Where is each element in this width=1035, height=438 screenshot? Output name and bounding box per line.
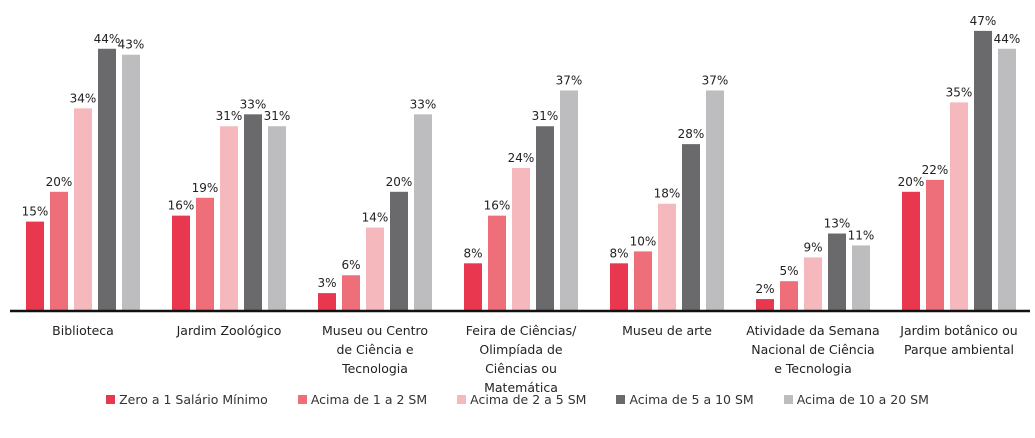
bar: [974, 30, 992, 311]
x-tick-label: Biblioteca: [52, 323, 114, 338]
data-label: 34%: [70, 91, 97, 105]
bar: [244, 114, 262, 311]
data-label: 37%: [702, 73, 729, 87]
data-label: 31%: [264, 109, 291, 123]
data-label: 16%: [168, 199, 195, 213]
data-label: 15%: [22, 205, 49, 219]
bar: [512, 167, 530, 311]
bar: [706, 90, 724, 311]
data-label: 9%: [803, 240, 822, 254]
bar: [172, 215, 190, 311]
data-label: 24%: [508, 151, 535, 165]
bar: [268, 126, 286, 312]
data-label: 20%: [898, 175, 925, 189]
legend-swatch: [616, 395, 626, 404]
bar: [390, 191, 408, 311]
bar: [950, 102, 968, 312]
legend-label: Acima de 1 a 2 SM: [310, 392, 428, 407]
data-label: 31%: [216, 109, 243, 123]
data-label: 8%: [463, 246, 482, 260]
legend-label: Acima de 5 a 10 SM: [629, 392, 754, 407]
bar: [682, 144, 700, 311]
data-label: 11%: [848, 228, 875, 242]
x-tick-label: Feira de Ciências/ Olimpíada de Ciências…: [465, 323, 577, 395]
legend-swatch: [457, 395, 467, 404]
bar: [610, 263, 628, 311]
legend-swatch: [297, 395, 307, 404]
bar: [318, 293, 336, 311]
x-tick-label: Jardim botânico ou Parque ambiental: [900, 323, 1018, 357]
bar: [488, 215, 506, 311]
legend-item: Acima de 10 a 20 SM: [783, 392, 929, 407]
x-tick-label: Museu de arte: [622, 323, 712, 338]
legend-label: Acima de 2 a 5 SM: [470, 392, 587, 407]
legend-swatch: [783, 395, 793, 404]
bar: [98, 48, 116, 311]
legend-item: Zero a 1 Salário Mínimo: [106, 392, 268, 407]
data-label: 37%: [556, 73, 583, 87]
bar: [414, 114, 432, 311]
data-label: 20%: [386, 175, 413, 189]
bar: [998, 48, 1016, 311]
legend-item: Acima de 2 a 5 SM: [457, 392, 586, 407]
bar: [780, 281, 798, 311]
data-label: 18%: [654, 187, 681, 201]
data-label: 8%: [609, 246, 628, 260]
data-label: 35%: [946, 85, 973, 99]
bar: [658, 203, 676, 311]
bar: [122, 54, 140, 311]
data-label: 16%: [484, 199, 511, 213]
legend-swatch: [106, 395, 116, 404]
bar: [828, 233, 846, 311]
bar: [366, 227, 384, 311]
bar: [220, 126, 238, 312]
bar: [560, 90, 578, 311]
data-label: 33%: [410, 97, 437, 111]
data-label: 33%: [240, 97, 267, 111]
bar: [342, 275, 360, 311]
legend-item: Acima de 5 a 10 SM: [616, 392, 754, 407]
x-tick-label: Museu ou Centro de Ciência e Tecnologia: [321, 323, 429, 376]
x-tick-label: Atividade da Semana Nacional de Ciência …: [746, 323, 880, 376]
legend-label: Zero a 1 Salário Mínimo: [119, 392, 268, 407]
legend: Zero a 1 Salário Mínimo Acima de 1 a 2 SM…: [0, 392, 1035, 407]
legend-item: Acima de 1 a 2 SM: [297, 392, 428, 407]
data-label: 14%: [362, 211, 389, 225]
bar: [804, 257, 822, 311]
bar: [926, 179, 944, 311]
bar: [634, 251, 652, 311]
legend-label: Acima de 10 a 20 SM: [796, 392, 929, 407]
data-label: 44%: [994, 32, 1021, 46]
bar: [74, 108, 92, 311]
data-label: 19%: [192, 181, 219, 195]
data-label: 6%: [341, 258, 360, 272]
x-tick-label: Jardim Zoológico: [176, 323, 282, 338]
data-label: 20%: [46, 175, 73, 189]
data-label: 13%: [824, 217, 851, 231]
data-label: 22%: [922, 163, 949, 177]
data-label: 44%: [94, 32, 121, 46]
data-label: 28%: [678, 127, 705, 141]
data-label: 3%: [317, 276, 336, 290]
data-label: 10%: [630, 234, 657, 248]
bar: [50, 191, 68, 311]
data-label: 2%: [755, 282, 774, 296]
bar: [464, 263, 482, 311]
bar: [852, 245, 870, 311]
bar: [756, 299, 774, 311]
bar: [536, 126, 554, 312]
bar: [196, 197, 214, 311]
bar: [902, 191, 920, 311]
data-label: 43%: [118, 38, 145, 52]
bar: [26, 221, 44, 311]
data-label: 47%: [970, 14, 997, 28]
data-label: 5%: [779, 264, 798, 278]
data-label: 31%: [532, 109, 559, 123]
